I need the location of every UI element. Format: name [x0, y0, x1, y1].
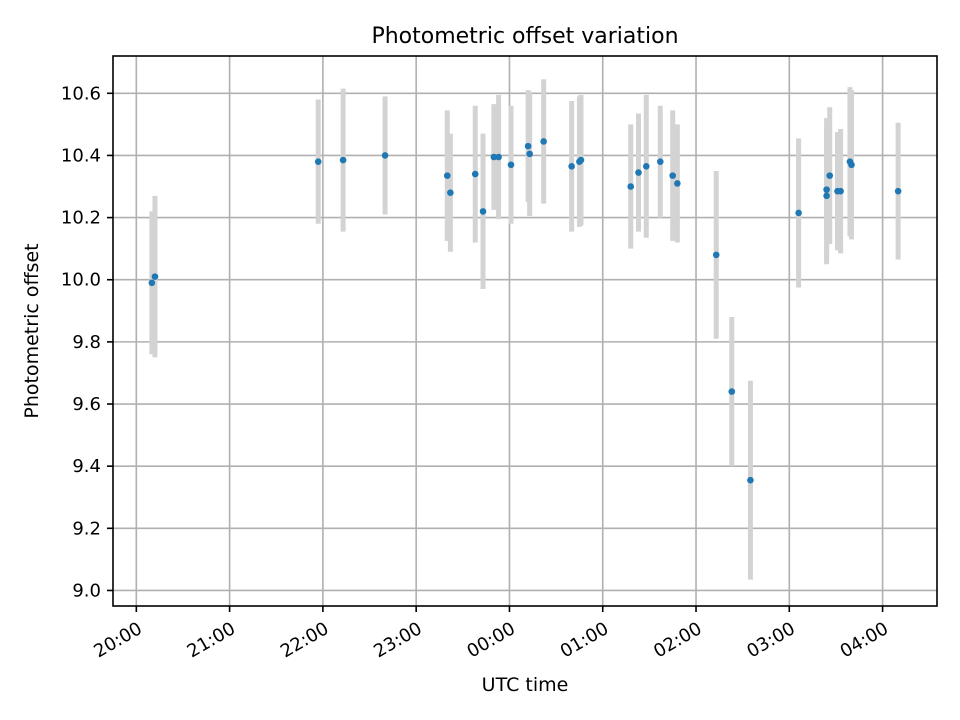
data-point: [151, 273, 159, 280]
data-point: [339, 156, 347, 164]
data-point: [507, 161, 515, 169]
data-point: [495, 153, 502, 161]
y-tick-label: 10.2: [61, 208, 101, 229]
x-tick-label: 22:00: [277, 618, 332, 662]
x-tick-label: 21:00: [184, 618, 239, 662]
data-point: [148, 279, 156, 287]
data-point: [627, 183, 635, 190]
data-point: [669, 172, 676, 179]
data-point: [443, 172, 451, 179]
y-tick-label: 10.4: [61, 145, 101, 166]
data-point: [479, 208, 487, 215]
data-point: [635, 169, 642, 176]
x-tick-label: 00:00: [464, 618, 519, 662]
x-tick-label: 02:00: [650, 618, 705, 662]
data-point: [674, 180, 681, 187]
data-point: [526, 150, 533, 158]
chart-title: Photometric offset variation: [371, 24, 678, 49]
data-point: [894, 187, 902, 195]
grid-lines: [113, 56, 937, 606]
x-axis-label: UTC time: [482, 674, 569, 696]
data-point: [642, 163, 650, 170]
data-point: [712, 251, 720, 259]
data-point: [314, 158, 322, 165]
y-tick-label: 9.4: [72, 456, 101, 477]
data-point: [823, 192, 830, 200]
x-tick-label: 20:00: [90, 618, 145, 662]
data-points: [148, 138, 902, 484]
data-point: [747, 476, 754, 484]
data-point: [728, 388, 736, 395]
data-point: [540, 138, 547, 145]
x-tick-label: 04:00: [837, 618, 892, 662]
y-tick-label: 10.0: [61, 270, 101, 291]
data-point: [823, 186, 830, 193]
data-point: [524, 142, 532, 150]
error-bars: [149, 79, 901, 580]
x-tick-label: 23:00: [370, 618, 425, 662]
data-point: [568, 163, 575, 170]
y-axis-label: Photometric offset: [21, 243, 43, 418]
plot-frame: [112, 55, 938, 607]
y-tick-label: 9.2: [72, 518, 101, 539]
y-tick-label: 9.8: [72, 332, 101, 353]
data-point: [656, 158, 664, 165]
x-tick-label: 03:00: [743, 618, 798, 662]
data-point: [795, 209, 802, 217]
data-point: [848, 161, 855, 169]
data-point: [826, 172, 834, 179]
y-tick-label: 9.6: [72, 394, 101, 415]
x-tick-label: 01:00: [557, 618, 612, 662]
data-point: [447, 189, 454, 197]
data-point: [490, 153, 498, 161]
data-point: [381, 152, 389, 159]
data-point: [471, 170, 479, 178]
data-point: [577, 156, 585, 164]
y-tick-label: 10.6: [61, 83, 101, 104]
data-point: [837, 187, 844, 195]
y-tick-label: 9.0: [72, 580, 101, 601]
